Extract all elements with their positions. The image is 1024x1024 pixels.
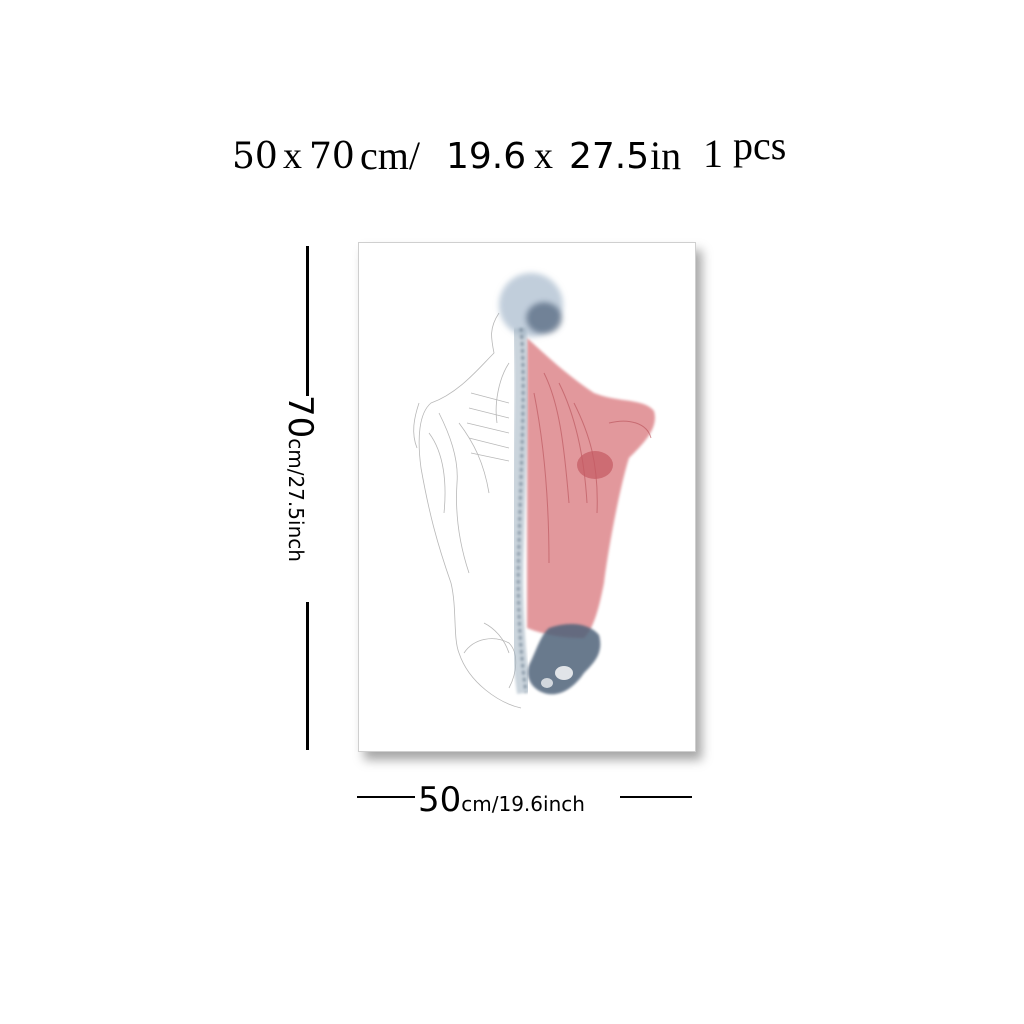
height-line-bottom: [306, 602, 309, 750]
width-line-right: [620, 796, 692, 798]
title-times-2: x: [534, 135, 553, 177]
spine-watercolor: [509, 327, 531, 694]
height-unit: cm/27.5inch: [284, 438, 308, 562]
width-line-left: [357, 796, 415, 798]
size-title: 50 x 70 cm/ 19.6 x 27.5 in 1 pcs: [0, 118, 1024, 188]
torso-sketch: [413, 312, 522, 709]
anatomy-illustration: [413, 273, 655, 709]
title-cm-unit: cm/: [360, 133, 420, 178]
width-unit: cm/19.6inch: [461, 792, 585, 816]
title-quantity: 1: [703, 131, 723, 176]
title-width-in: 19.6: [446, 136, 527, 177]
title-height-in: 27.5: [569, 136, 650, 177]
title-times: x: [283, 135, 302, 177]
head-watercolor: [499, 273, 563, 337]
height-line-top: [306, 246, 309, 396]
title-width-cm: 50: [232, 136, 278, 177]
poster-canvas: [358, 242, 696, 752]
shoulder-blade-shape: [577, 451, 613, 479]
title-in-unit: in: [650, 133, 682, 178]
title-pcs: pcs: [733, 123, 787, 168]
width-value: 50: [418, 780, 462, 820]
width-label: 50cm/19.6inch: [418, 780, 585, 820]
pelvis-watercolor: [527, 623, 601, 695]
muscle-watercolor: [527, 338, 655, 638]
title-height-cm: 70: [309, 136, 355, 177]
height-value: 70: [280, 395, 320, 439]
